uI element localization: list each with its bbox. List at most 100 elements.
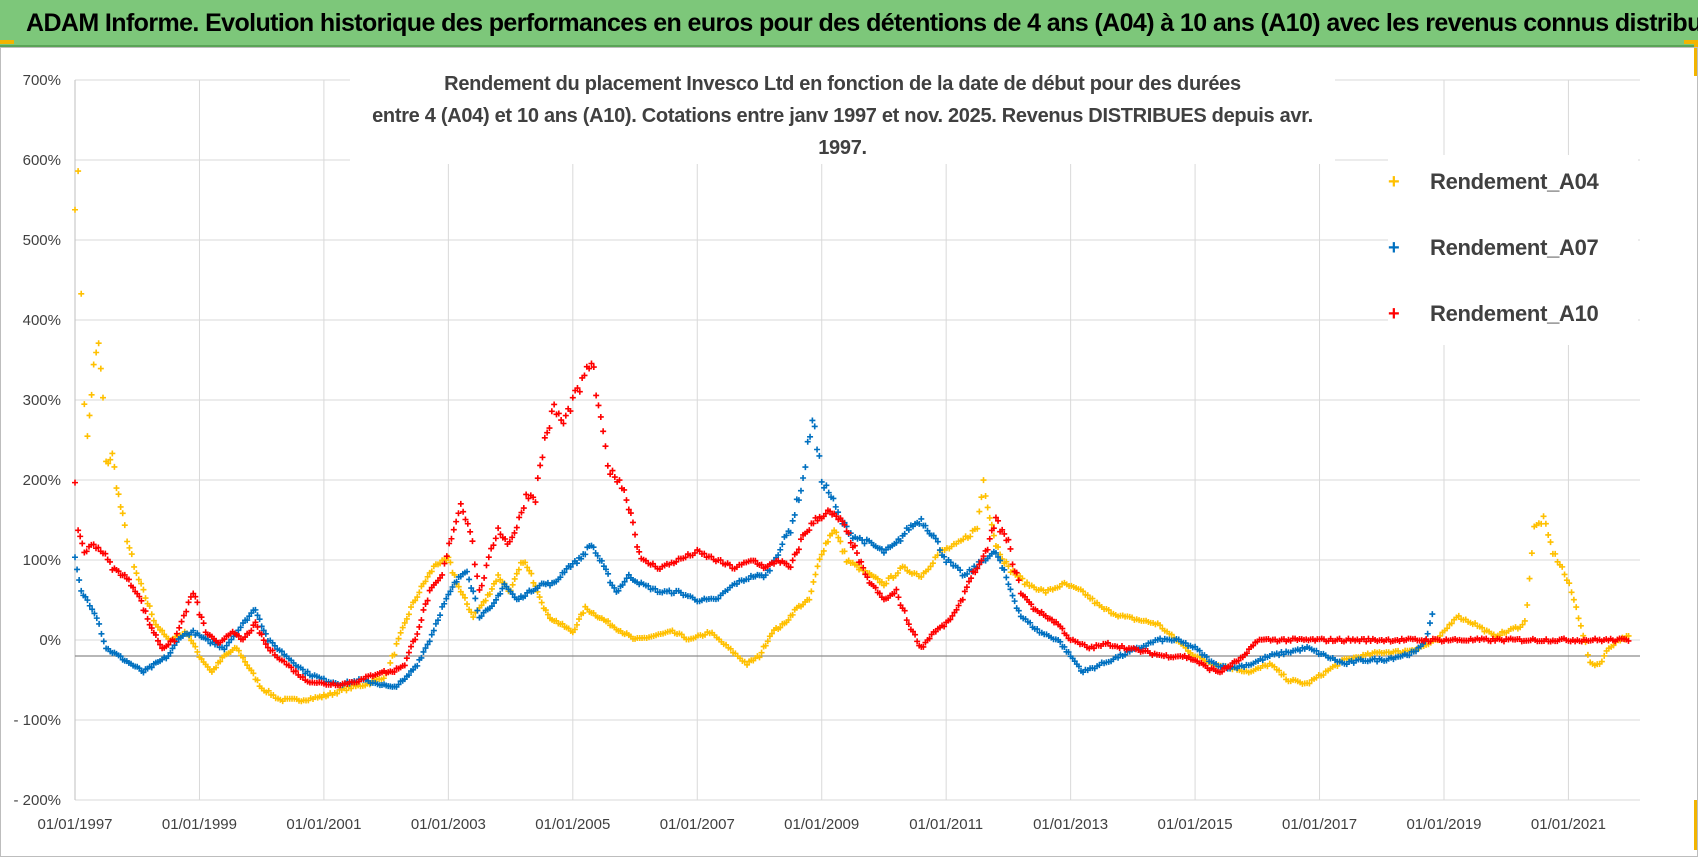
point-a07: [957, 567, 964, 574]
point-a04: [403, 615, 410, 622]
point-a07: [221, 646, 228, 653]
point-a07: [478, 613, 485, 620]
point-a04: [1005, 563, 1012, 570]
point-a04: [78, 290, 85, 297]
point-a10: [576, 388, 583, 395]
point-a04: [513, 570, 520, 577]
point-a04: [190, 640, 197, 647]
corner-accent-right-bottom: [1694, 800, 1698, 850]
point-a10: [793, 549, 800, 556]
point-a10: [269, 647, 276, 654]
point-a10: [258, 631, 265, 638]
point-a07: [818, 478, 825, 485]
point-a07: [148, 664, 155, 671]
point-a04: [573, 621, 580, 628]
point-a04: [1545, 531, 1552, 538]
point-a07: [995, 553, 1002, 560]
point-a07: [795, 497, 802, 504]
point-a07: [269, 639, 276, 646]
point-a10: [252, 619, 259, 626]
point-a10: [462, 516, 469, 523]
point-a10: [509, 534, 516, 541]
point-a07: [802, 464, 809, 471]
point-a10: [518, 509, 525, 516]
point-a10: [909, 628, 916, 635]
point-a04: [1575, 615, 1582, 622]
legend-item-a04[interactable]: + Rendement_A04: [1388, 169, 1638, 199]
point-a04: [391, 651, 398, 658]
point-a04: [576, 616, 583, 623]
point-a10: [787, 564, 794, 571]
chart-legend: + Rendement_A04 + Rendement_A07 + Rendem…: [1388, 155, 1638, 345]
point-a07: [82, 593, 89, 600]
point-a04: [254, 677, 261, 684]
point-a10: [726, 561, 733, 568]
point-a07: [256, 616, 263, 623]
point-a10: [242, 634, 249, 641]
point-a10: [471, 561, 478, 568]
point-a04: [192, 643, 199, 650]
point-a10: [621, 486, 628, 493]
point-a07: [235, 627, 242, 634]
point-a04: [408, 604, 415, 611]
point-a10: [590, 364, 597, 371]
point-a04: [75, 168, 82, 175]
point-a10: [408, 643, 415, 650]
y-tick-label: 700%: [23, 72, 61, 89]
point-a07: [582, 551, 589, 558]
point-a07: [832, 503, 839, 510]
point-a10: [1059, 625, 1066, 632]
point-a04: [542, 607, 549, 614]
point-a07: [190, 627, 197, 634]
point-a10: [520, 505, 527, 512]
point-a07: [1259, 657, 1266, 664]
point-a07: [777, 546, 784, 553]
point-a10: [999, 526, 1006, 533]
point-a07: [252, 606, 259, 613]
point-a07: [611, 584, 618, 591]
point-a10: [990, 525, 997, 532]
point-a04: [213, 664, 220, 671]
point-a04: [777, 624, 784, 631]
point-a04: [978, 494, 985, 501]
point-a10: [152, 631, 159, 638]
point-a07: [932, 535, 939, 542]
point-a07: [76, 577, 83, 584]
point-a04: [1568, 589, 1575, 596]
point-a10: [405, 649, 412, 656]
point-a04: [1168, 631, 1175, 638]
point-a10: [581, 372, 588, 379]
point-a07: [424, 641, 431, 648]
point-a04: [1521, 617, 1528, 624]
point-a10: [860, 564, 867, 571]
point-a04: [334, 690, 341, 697]
point-a04: [142, 595, 149, 602]
point-a04: [461, 594, 468, 601]
point-a10: [192, 593, 199, 600]
point-a10: [872, 584, 879, 591]
point-a07: [426, 638, 433, 645]
point-a07: [811, 423, 818, 430]
point-a10: [260, 637, 267, 644]
point-a04: [1455, 612, 1462, 619]
point-a07: [418, 654, 425, 661]
point-a07: [91, 610, 98, 617]
point-a10: [154, 637, 161, 644]
point-a04: [146, 603, 153, 610]
chart-title-line-2: entre 4 (A04) et 10 ans (A10). Cotations…: [372, 105, 1313, 159]
legend-item-a07[interactable]: + Rendement_A07: [1388, 235, 1638, 265]
point-a04: [416, 589, 423, 596]
point-a04: [135, 576, 142, 583]
point-a07: [169, 645, 176, 652]
point-a07: [254, 612, 261, 619]
legend-item-a10[interactable]: + Rendement_A10: [1388, 301, 1638, 331]
point-a04: [960, 536, 967, 543]
point-a07: [499, 585, 506, 592]
point-a04: [1019, 575, 1026, 582]
point-a04: [918, 573, 925, 580]
point-a10: [165, 641, 172, 648]
point-a04: [131, 563, 138, 570]
point-a10: [841, 521, 848, 528]
point-a04: [121, 522, 128, 529]
point-a10: [1005, 536, 1012, 543]
